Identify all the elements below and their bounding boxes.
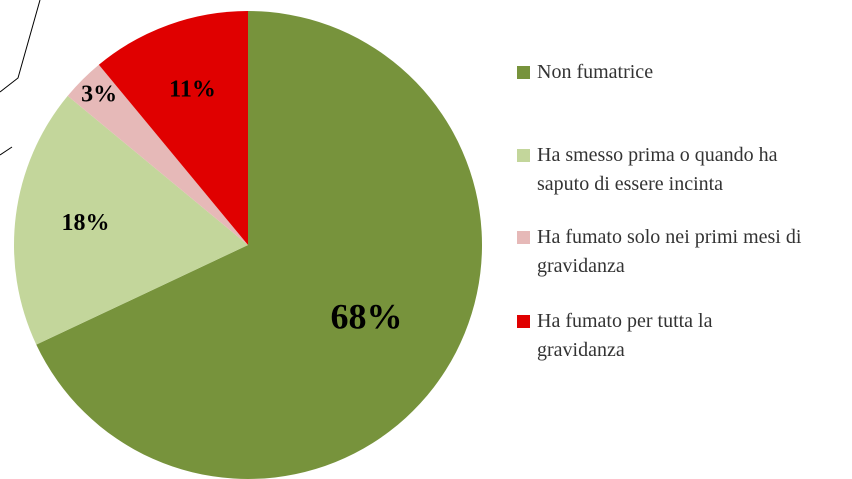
data-label: 18% — [61, 210, 109, 236]
legend-swatch — [517, 231, 530, 244]
legend-label: Ha smesso prima o quando ha saputo di es… — [537, 144, 778, 195]
legend-swatch — [517, 66, 530, 79]
legend-item: Non fumatrice — [517, 58, 837, 87]
callout-shape — [0, 146, 13, 156]
data-label: 11% — [169, 76, 216, 102]
legend-item: Ha fumato per tutta la gravidanza — [517, 307, 837, 365]
legend-item: Ha smesso prima o quando ha saputo di es… — [517, 141, 837, 199]
pie-slice — [67, 64, 249, 246]
legend-swatch — [517, 315, 530, 328]
legend-label: Non fumatrice — [537, 61, 654, 83]
data-label: 68% — [331, 296, 403, 336]
pie-slice — [13, 95, 248, 345]
callout-shape — [0, 0, 41, 93]
pie-slice — [98, 11, 248, 245]
pie-slice — [36, 11, 482, 479]
legend-label: Ha fumato per tutta la gravidanza — [537, 310, 713, 361]
legend-label: Ha fumato solo nei primi mesi di gravida… — [537, 226, 802, 277]
data-label: 3% — [81, 82, 117, 108]
legend-item: Ha fumato solo nei primi mesi di gravida… — [517, 223, 837, 281]
legend-swatch — [517, 149, 530, 162]
